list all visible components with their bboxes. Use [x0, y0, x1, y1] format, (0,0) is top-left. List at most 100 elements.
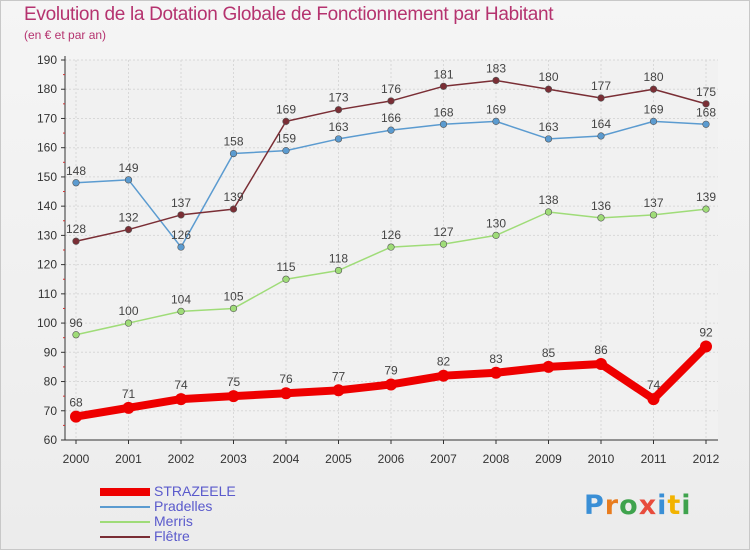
data-point-pradelles [387, 126, 395, 134]
x-tick-label: 2006 [378, 452, 405, 466]
data-point-merris [387, 243, 395, 251]
y-tick-label: 130 [37, 228, 57, 242]
data-label-merris: 130 [486, 216, 506, 230]
logo-letter: P [584, 490, 605, 521]
data-point-pradelles [334, 135, 343, 143]
data-label-pradelles: 164 [591, 117, 611, 131]
x-tick-label: 2010 [588, 452, 615, 466]
data-label-strazeele: 77 [332, 369, 346, 383]
data-point-strazeele [437, 369, 450, 382]
legend-item: Pradelles [100, 499, 236, 514]
legend-item: STRAZEELE [100, 484, 236, 499]
data-point-merris [334, 266, 343, 275]
data-point-fletre [124, 225, 133, 234]
y-tick-label: 170 [37, 111, 57, 125]
legend-label: STRAZEELE [154, 483, 236, 499]
y-tick-label: 140 [37, 199, 57, 213]
data-point-fletre [492, 76, 500, 85]
data-label-pradelles: 163 [538, 120, 558, 134]
data-label-merris: 115 [276, 260, 295, 274]
data-label-pradelles: 166 [381, 111, 401, 125]
data-label-merris: 105 [223, 289, 243, 303]
data-label-pradelles: 169 [643, 102, 663, 116]
y-tick-label: 120 [37, 258, 57, 272]
data-point-pradelles [439, 120, 448, 128]
x-tick-label: 2005 [325, 452, 352, 466]
data-label-strazeele: 76 [279, 372, 293, 386]
x-tick-label: 2004 [273, 452, 300, 466]
data-label-pradelles: 159 [276, 132, 296, 146]
chart-legend: STRAZEELE Pradelles Merris Flêtre [100, 484, 236, 544]
data-point-pradelles [177, 243, 185, 251]
data-label-fletre: 183 [486, 61, 506, 75]
data-label-fletre: 176 [381, 82, 401, 96]
data-point-strazeele [490, 366, 502, 379]
data-label-strazeele: 74 [174, 378, 188, 392]
data-label-strazeele: 71 [122, 387, 136, 401]
data-label-strazeele: 74 [647, 378, 661, 392]
data-point-fletre [229, 205, 238, 213]
data-point-pradelles [229, 149, 238, 158]
data-point-fletre [72, 237, 80, 245]
data-label-strazeele: 83 [489, 352, 503, 366]
x-tick-label: 2002 [168, 452, 195, 466]
data-label-fletre: 137 [171, 196, 191, 210]
data-label-merris: 96 [69, 316, 83, 330]
data-label-pradelles: 126 [171, 228, 191, 242]
data-label-strazeele: 82 [437, 355, 451, 369]
data-point-pradelles [124, 176, 133, 184]
data-point-merris [282, 275, 290, 283]
legend-label: Pradelles [154, 498, 213, 514]
y-tick-label: 180 [37, 82, 57, 96]
legend-swatch [100, 535, 150, 538]
data-point-fletre [597, 94, 605, 102]
data-label-pradelles: 148 [66, 164, 86, 178]
data-point-pradelles [544, 135, 553, 143]
data-point-fletre [334, 106, 343, 114]
y-tick-label: 90 [44, 345, 58, 359]
data-label-fletre: 173 [328, 91, 348, 105]
data-label-merris: 104 [171, 292, 191, 306]
data-point-fletre [177, 211, 185, 219]
data-point-strazeele [70, 410, 82, 423]
data-label-fletre: 181 [433, 67, 453, 81]
y-tick-label: 150 [37, 170, 57, 184]
data-label-pradelles: 163 [328, 120, 348, 134]
y-tick-label: 80 [44, 375, 58, 389]
data-point-merris [72, 331, 80, 339]
data-label-fletre: 177 [591, 79, 611, 93]
logo-letter: i [657, 490, 668, 521]
x-tick-label: 2007 [430, 452, 457, 466]
data-point-merris [702, 205, 710, 213]
data-label-merris: 139 [696, 190, 716, 204]
legend-item: Merris [100, 514, 236, 529]
data-point-merris [229, 304, 238, 313]
data-label-pradelles: 168 [696, 105, 716, 119]
data-point-strazeele [647, 393, 660, 406]
legend-swatch [100, 505, 150, 508]
logo-letter: x [638, 490, 658, 521]
logo-letter: t [667, 490, 682, 521]
data-label-strazeele: 68 [69, 396, 83, 410]
data-label-fletre: 180 [643, 70, 663, 84]
data-label-merris: 100 [118, 304, 138, 318]
data-point-pradelles [702, 120, 710, 128]
data-point-strazeele [175, 393, 187, 406]
data-point-strazeele [700, 340, 712, 353]
data-point-pradelles [492, 117, 500, 125]
y-tick-label: 110 [38, 287, 57, 301]
legend-item: Flêtre [100, 529, 236, 544]
x-tick-label: 2011 [641, 452, 667, 466]
data-point-fletre [282, 117, 290, 125]
legend-swatch [100, 487, 150, 496]
data-point-merris [544, 208, 553, 216]
chart-title: Evolution de la Dotation Globale de Fonc… [24, 4, 554, 25]
y-tick-label: 160 [37, 141, 57, 155]
data-label-merris: 138 [538, 193, 558, 207]
data-point-strazeele [595, 358, 607, 370]
data-label-strazeele: 79 [384, 363, 398, 377]
data-label-pradelles: 149 [118, 161, 138, 175]
data-label-fletre: 175 [696, 85, 716, 99]
data-label-merris: 127 [433, 225, 453, 239]
